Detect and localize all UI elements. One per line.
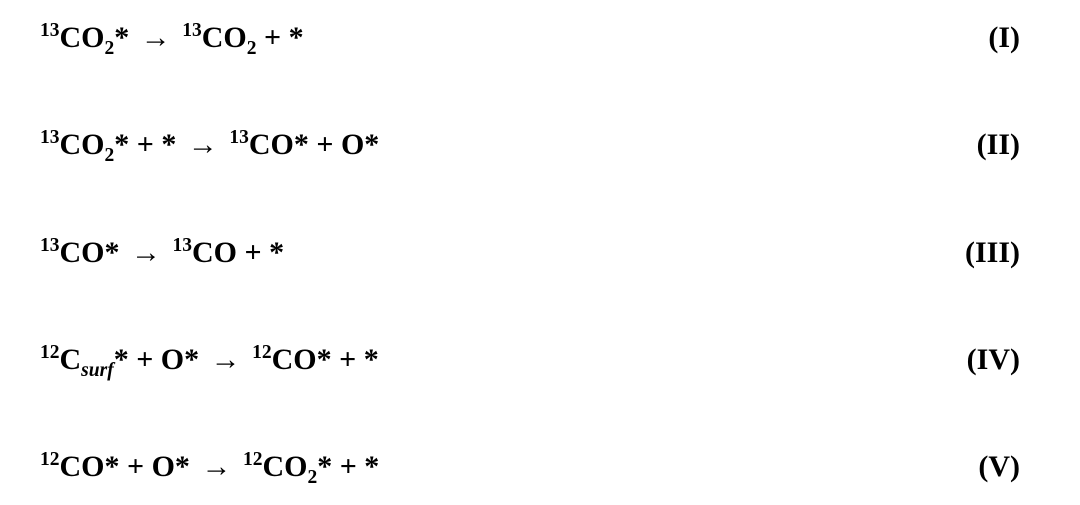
species-sub: 2	[307, 467, 317, 488]
arrow-icon: →	[188, 127, 218, 163]
species-sub: 2	[105, 38, 115, 59]
species-sub: 2	[105, 145, 115, 166]
isotope-sup: 13	[40, 235, 60, 256]
species: CO	[272, 343, 317, 376]
arrow-icon: →	[131, 235, 161, 271]
species: C	[60, 343, 82, 376]
isotope-sup: 13	[182, 20, 202, 41]
equation-label: (I)	[988, 20, 1020, 56]
isotope-sup: 12	[40, 342, 60, 363]
equation-3: 13CO* → 13CO + *	[40, 235, 284, 271]
species: CO	[60, 236, 105, 269]
equation-label: (IV)	[967, 342, 1020, 378]
equations-container: 13CO2* → 13CO2 + * (I) 13CO2* + * → 13CO…	[0, 0, 1080, 505]
equation-row: 13CO2* + * → 13CO* + O* (II)	[40, 127, 1020, 163]
isotope-sup: 13	[173, 235, 193, 256]
isotope-sup: 13	[229, 127, 249, 148]
equation-row: 13CO* → 13CO + * (III)	[40, 235, 1020, 271]
species: CO	[60, 128, 105, 161]
equation-5: 12CO* + O* → 12CO2* + *	[40, 449, 379, 485]
equation-row: 13CO2* → 13CO2 + * (I)	[40, 20, 1020, 56]
equation-row: 12Csurf* + O* → 12CO* + * (IV)	[40, 342, 1020, 378]
isotope-sup: 13	[40, 127, 60, 148]
equation-2: 13CO2* + * → 13CO* + O*	[40, 127, 379, 163]
equation-1: 13CO2* → 13CO2 + *	[40, 20, 304, 56]
species: CO	[249, 128, 294, 161]
equation-label: (III)	[965, 235, 1020, 271]
isotope-sup: 13	[40, 20, 60, 41]
equation-row: 12CO* + O* → 12CO2* + * (V)	[40, 449, 1020, 485]
arrow-icon: →	[141, 20, 171, 56]
species-sub: 2	[247, 38, 257, 59]
species-sub: surf	[81, 360, 114, 381]
species: CO	[262, 450, 307, 483]
arrow-icon: →	[201, 449, 231, 485]
species: CO	[60, 21, 105, 54]
isotope-sup: 12	[252, 342, 272, 363]
equation-4: 12Csurf* + O* → 12CO* + *	[40, 342, 379, 378]
isotope-sup: 12	[40, 449, 60, 470]
isotope-sup: 12	[243, 449, 263, 470]
species: CO	[202, 21, 247, 54]
equation-label: (II)	[977, 127, 1020, 163]
equation-label: (V)	[978, 449, 1020, 485]
arrow-icon: →	[211, 342, 241, 378]
species: CO	[60, 450, 105, 483]
species: CO	[192, 236, 237, 269]
